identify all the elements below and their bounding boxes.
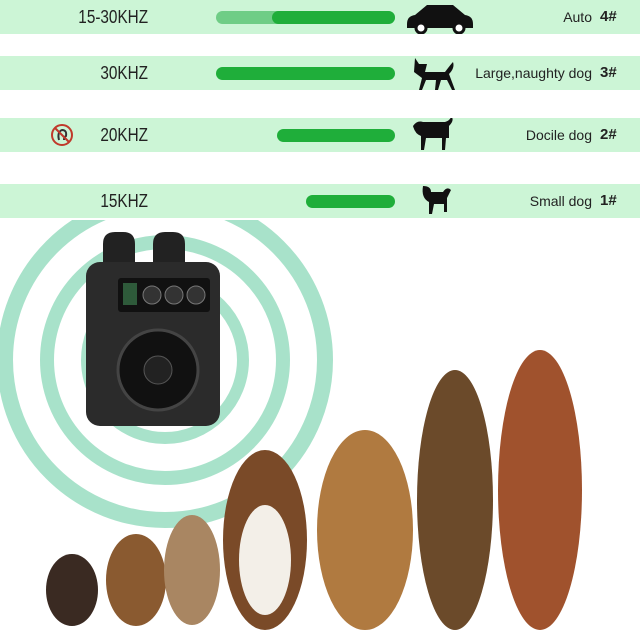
frequency-label: 15KHZ xyxy=(100,191,148,211)
mode-label: Docile dog xyxy=(525,127,592,143)
row-4: 15-30KHZ Auto 4# xyxy=(0,0,640,35)
mode-number: 3# xyxy=(600,64,617,81)
row-3: 30KHZ Large,naughty dog 3# xyxy=(0,56,640,90)
no-hearing-icon xyxy=(50,123,74,152)
mode-number: 1# xyxy=(600,192,617,209)
mode-number: 2# xyxy=(600,126,617,143)
level-bar xyxy=(216,67,395,80)
row-2: 20KHZ Docile dog 2# xyxy=(0,116,640,152)
bark-control-device xyxy=(86,232,220,426)
mode-label: Small dog xyxy=(529,193,592,209)
frequency-label: 15-30KHZ xyxy=(78,7,148,27)
row-1: 15KHZ Small dog 1# xyxy=(0,184,640,218)
medium-dog-icon xyxy=(405,116,465,157)
car-icon xyxy=(405,0,477,39)
large-dog-icon xyxy=(405,56,465,95)
mode-label: Large,naughty dog xyxy=(475,65,592,81)
frequency-label: 30KHZ xyxy=(100,63,148,83)
product-scene xyxy=(0,220,582,630)
frequency-label: 20KHZ xyxy=(100,125,148,145)
small-dog-icon xyxy=(405,184,465,223)
level-bar xyxy=(216,129,395,142)
mode-number: 4# xyxy=(600,8,617,25)
level-bar xyxy=(216,195,395,208)
level-bar xyxy=(216,11,395,24)
dogs-lineup xyxy=(46,350,582,630)
mode-label: Auto xyxy=(563,9,592,25)
